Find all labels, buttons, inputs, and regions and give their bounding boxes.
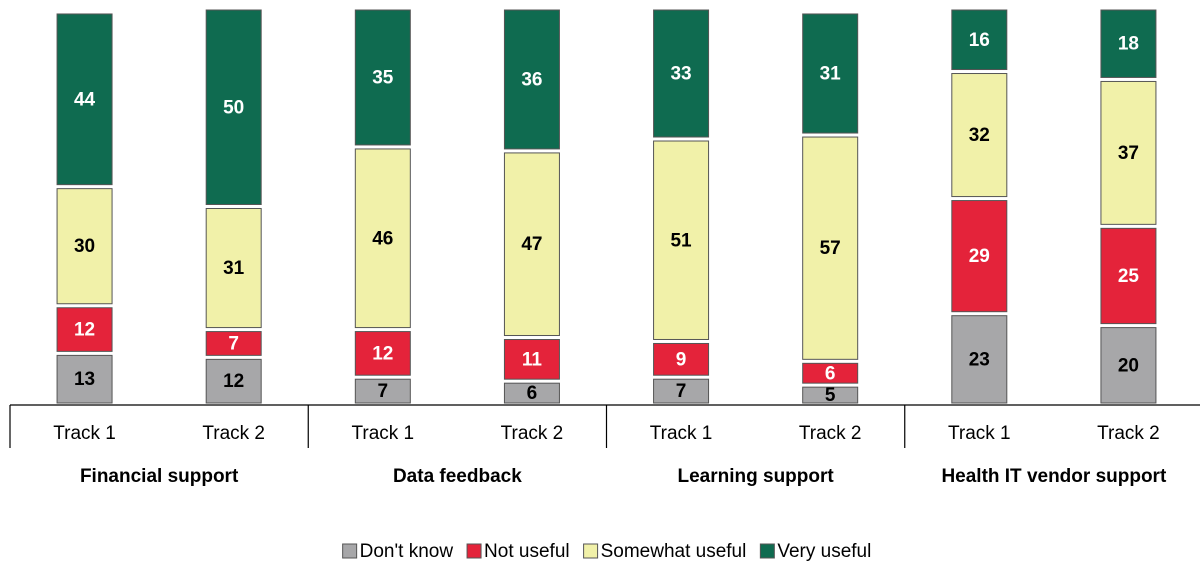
data-label: 29	[969, 246, 990, 267]
legend-label: Somewhat useful	[601, 541, 747, 562]
data-label: 30	[74, 236, 95, 257]
data-label: 46	[372, 228, 393, 249]
bar-segment	[1100, 327, 1157, 404]
bar-segment	[653, 140, 710, 340]
bar-segment	[951, 73, 1008, 198]
bar-segment	[354, 331, 411, 376]
bar-segment	[802, 386, 859, 404]
x-tick-label: Track 1	[53, 423, 116, 444]
data-label: 12	[372, 343, 393, 364]
x-tick-label: Track 1	[650, 423, 713, 444]
data-label: 31	[820, 64, 842, 85]
data-label: 11	[522, 349, 543, 370]
legend-swatch	[759, 543, 775, 559]
data-label: 6	[825, 363, 836, 384]
bar-segment	[653, 9, 710, 138]
bar-segment	[56, 354, 113, 404]
legend-label: Don't know	[360, 541, 454, 562]
data-label: 20	[1118, 355, 1139, 376]
bar-segment	[503, 152, 560, 337]
bar-segment	[205, 358, 262, 404]
x-tick-label: Track 2	[799, 423, 862, 444]
data-label: 33	[670, 64, 691, 85]
bar-segment	[951, 315, 1008, 404]
data-label: 23	[969, 349, 990, 370]
legend-swatch	[583, 543, 599, 559]
data-label: 12	[74, 320, 95, 341]
data-label: 51	[670, 230, 692, 251]
bar-segment	[354, 9, 411, 146]
data-label: 7	[378, 381, 389, 402]
data-label: 50	[223, 97, 244, 118]
data-label: 16	[969, 30, 990, 51]
bar-segment	[1100, 80, 1157, 225]
legend-label: Not useful	[484, 541, 570, 562]
group-label: Data feedback	[393, 466, 522, 487]
bar-segment	[354, 148, 411, 329]
x-tick-label: Track 1	[351, 423, 414, 444]
group-label: Financial support	[80, 466, 239, 487]
bar-segment	[354, 378, 411, 404]
bar-segment	[56, 307, 113, 352]
data-label: 32	[969, 125, 990, 146]
data-label: 25	[1118, 266, 1140, 287]
data-label: 37	[1118, 143, 1139, 164]
bar-segment	[205, 9, 262, 205]
bar-segment	[951, 200, 1008, 313]
data-label: 7	[676, 381, 687, 402]
x-tick-label: Track 2	[202, 423, 265, 444]
bar-segment	[503, 382, 560, 404]
bar-segment	[205, 208, 262, 329]
data-label: 12	[223, 371, 244, 392]
bar-segment	[503, 339, 560, 380]
x-tick-label: Track 2	[501, 423, 564, 444]
data-label: 35	[372, 67, 394, 88]
data-label: 7	[228, 333, 239, 354]
legend-swatch	[342, 543, 358, 559]
data-label: 57	[820, 238, 841, 259]
bar-segment	[1100, 227, 1157, 325]
bar-segment	[951, 9, 1008, 71]
data-label: 47	[521, 234, 542, 255]
bar-segment	[802, 136, 859, 360]
bar-segment	[1100, 9, 1157, 78]
legend: Don't know Not useful Somewhat useful Very …	[342, 541, 871, 562]
x-tick-label: Track 2	[1097, 423, 1160, 444]
data-label: 36	[521, 69, 542, 90]
legend-label: Very useful	[777, 541, 871, 562]
bar-segment	[503, 9, 560, 150]
bar-segment	[802, 362, 859, 384]
data-label: 44	[74, 89, 96, 110]
x-tick-label: Track 1	[948, 423, 1011, 444]
bar-segment	[56, 188, 113, 305]
group-label: Learning support	[678, 466, 835, 487]
bar-segment	[653, 342, 710, 376]
data-label: 31	[223, 258, 245, 279]
data-label: 5	[825, 385, 836, 406]
group-label: Health IT vendor support	[941, 466, 1167, 487]
data-label: 6	[527, 383, 538, 404]
bar-segment	[56, 13, 113, 186]
bar-segment	[205, 331, 262, 356]
legend-swatch	[466, 543, 482, 559]
data-label: 9	[676, 349, 687, 370]
bar-segment	[802, 13, 859, 134]
data-label: 18	[1118, 34, 1139, 55]
bar-segment	[653, 378, 710, 404]
data-label: 13	[74, 369, 95, 390]
